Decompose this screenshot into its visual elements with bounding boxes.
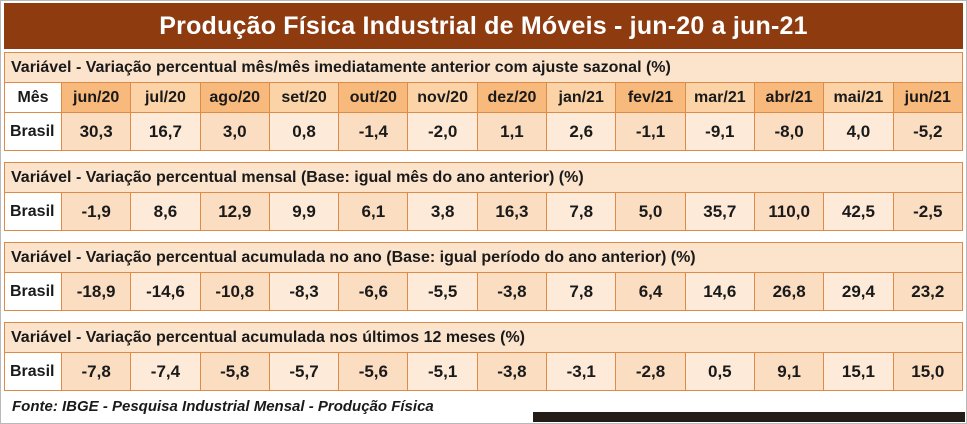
month-label: nov/20 (407, 82, 478, 113)
value-cell: 9,1 (753, 352, 825, 391)
value-cell: 42,5 (823, 192, 894, 231)
value-cell: -2,5 (892, 192, 964, 231)
value-cell: 0,8 (268, 112, 340, 151)
value-cell: -5,2 (892, 112, 964, 151)
section-header-row: Variável - Variação percentual mensal (B… (4, 162, 963, 193)
value-cell: -3,8 (476, 352, 548, 391)
month-label: out/20 (338, 82, 409, 113)
value-cell: 23,2 (892, 272, 964, 311)
brasil-data-row: Brasil -7,8 -7,4 -5,8 -5,7 -5,6 -5,1 -3,… (4, 352, 964, 391)
value-cell: -6,6 (338, 272, 409, 311)
value-cell: 1,1 (476, 112, 548, 151)
value-cell: 6,4 (615, 272, 686, 311)
section-header-row: Variável - Variação percentual mês/mês i… (4, 52, 963, 83)
value-cell: -2,0 (407, 112, 478, 151)
value-cell: -10,8 (199, 272, 270, 311)
section-gap (4, 230, 963, 243)
value-cell: 3,8 (407, 192, 478, 231)
value-cell: 26,8 (753, 272, 825, 311)
value-cell: -5,1 (407, 352, 478, 391)
region-label: Brasil (4, 352, 62, 391)
month-label: jun/21 (892, 82, 964, 113)
report-title: Produção Física Industrial de Móveis - j… (4, 3, 963, 49)
brasil-data-row: Brasil -18,9 -14,6 -10,8 -8,3 -6,6 -5,5 … (4, 272, 964, 311)
value-cell: -8,3 (268, 272, 340, 311)
month-label: jul/20 (130, 82, 201, 113)
value-cell: -1,9 (60, 192, 132, 231)
value-cell: 5,0 (615, 192, 686, 231)
region-label: Brasil (4, 272, 62, 311)
value-cell: 9,9 (268, 192, 340, 231)
month-label: set/20 (268, 82, 340, 113)
value-cell: 29,4 (823, 272, 894, 311)
section-variable-label: Variável - Variação percentual mensal (B… (4, 162, 963, 193)
value-cell: 7,8 (546, 192, 617, 231)
value-cell: 16,3 (476, 192, 548, 231)
section-variable-label: Variável - Variação percentual acumulada… (4, 242, 963, 273)
month-label: ago/20 (199, 82, 270, 113)
value-cell: 6,1 (338, 192, 409, 231)
value-cell: 7,8 (546, 272, 617, 311)
indicator-table: Variável - Variação percentual mês/mês i… (4, 52, 964, 391)
value-cell: -5,6 (338, 352, 409, 391)
value-cell: -3,8 (476, 272, 548, 311)
source-note: Fonte: IBGE - Pesquisa Industrial Mensal… (12, 398, 434, 415)
value-cell: 35,7 (684, 192, 755, 231)
month-label: jan/21 (546, 82, 617, 113)
section-header-row: Variável - Variação percentual acumulada… (4, 322, 963, 353)
value-cell: 15,0 (892, 352, 964, 391)
section-gap (4, 150, 963, 163)
value-cell: 14,6 (684, 272, 755, 311)
value-cell: 3,0 (199, 112, 270, 151)
region-label: Brasil (4, 192, 62, 231)
value-cell: -8,0 (753, 112, 825, 151)
value-cell: 2,6 (546, 112, 617, 151)
section-header-row: Variável - Variação percentual acumulada… (4, 242, 963, 273)
bottom-dark-bar (533, 412, 965, 422)
value-cell: -2,8 (615, 352, 686, 391)
value-cell: -5,7 (268, 352, 340, 391)
value-cell: -7,4 (130, 352, 201, 391)
section-variable-label: Variável - Variação percentual acumulada… (4, 322, 963, 353)
value-cell: 16,7 (130, 112, 201, 151)
section-gap (4, 310, 963, 323)
month-header-row: Mês jun/20 jul/20 ago/20 set/20 out/20 n… (4, 82, 964, 113)
month-label: dez/20 (476, 82, 548, 113)
value-cell: -9,1 (684, 112, 755, 151)
value-cell: -7,8 (60, 352, 132, 391)
month-label: mai/21 (823, 82, 894, 113)
value-cell: -5,8 (199, 352, 270, 391)
value-cell: -18,9 (60, 272, 132, 311)
value-cell: 15,1 (823, 352, 894, 391)
brasil-data-row: Brasil 30,3 16,7 3,0 0,8 -1,4 -2,0 1,1 2… (4, 112, 964, 151)
value-cell: -5,5 (407, 272, 478, 311)
value-cell: 12,9 (199, 192, 270, 231)
month-label: mar/21 (684, 82, 755, 113)
month-label: fev/21 (615, 82, 686, 113)
section-variable-label: Variável - Variação percentual mês/mês i… (4, 52, 963, 83)
value-cell: 110,0 (753, 192, 825, 231)
month-column-header: Mês (4, 82, 62, 113)
month-label: jun/20 (60, 82, 132, 113)
value-cell: 4,0 (823, 112, 894, 151)
month-label: abr/21 (753, 82, 825, 113)
region-label: Brasil (4, 112, 62, 151)
value-cell: 0,5 (684, 352, 755, 391)
brasil-data-row: Brasil -1,9 8,6 12,9 9,9 6,1 3,8 16,3 7,… (4, 192, 964, 231)
value-cell: -14,6 (130, 272, 201, 311)
value-cell: 30,3 (60, 112, 132, 151)
value-cell: -1,1 (615, 112, 686, 151)
value-cell: 8,6 (130, 192, 201, 231)
value-cell: -3,1 (546, 352, 617, 391)
value-cell: -1,4 (338, 112, 409, 151)
